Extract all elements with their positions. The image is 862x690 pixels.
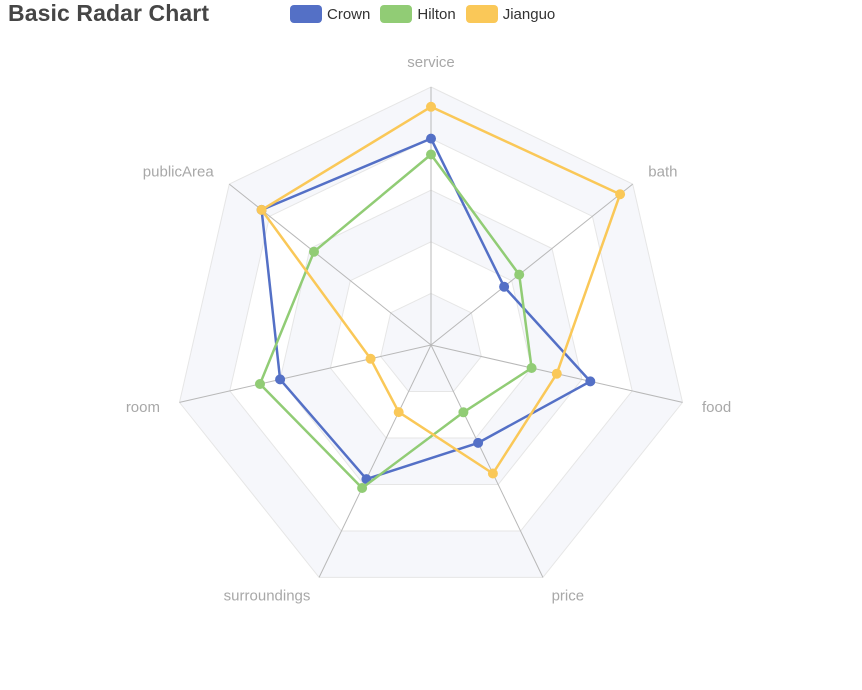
legend-swatch	[290, 5, 322, 23]
data-point-hilton-service[interactable]	[426, 149, 436, 160]
data-point-crown-service[interactable]	[426, 133, 436, 144]
data-point-crown-price[interactable]	[473, 437, 484, 448]
legend-label: Crown	[327, 5, 371, 23]
axis-label-service: service	[407, 54, 455, 71]
axis-label-surroundings: surroundings	[224, 588, 311, 605]
data-point-jianguo-price[interactable]	[487, 468, 498, 479]
series-line-jianguo	[260, 105, 622, 475]
data-point-jianguo-surroundings[interactable]	[393, 407, 404, 418]
legend-item-jianguo[interactable]: Jianguo	[465, 5, 556, 23]
data-point-hilton-food[interactable]	[526, 363, 537, 373]
series-line-hilton	[258, 153, 533, 490]
data-point-hilton-room[interactable]	[255, 379, 265, 389]
series-line-crown	[260, 137, 592, 481]
axis-label-bath: bath	[648, 164, 677, 181]
data-point-jianguo-room[interactable]	[365, 353, 376, 364]
data-point-crown-room[interactable]	[275, 374, 286, 385]
axis-label-food: food	[702, 399, 731, 416]
data-point-jianguo-food[interactable]	[551, 368, 562, 379]
series-hilton	[255, 149, 537, 493]
legend-item-crown[interactable]: Crown	[290, 5, 370, 23]
data-point-jianguo-publicArea[interactable]	[256, 204, 267, 215]
legend-swatch	[465, 5, 498, 23]
legend-label: Jianguo	[502, 5, 556, 23]
chart-title: Basic Radar Chart	[8, 0, 210, 26]
legend-swatch	[380, 5, 413, 23]
data-point-crown-bath[interactable]	[499, 281, 510, 292]
radar-axis-surroundings	[318, 344, 432, 578]
radar-axis-room	[179, 344, 432, 403]
legend-label: Hilton	[417, 5, 456, 23]
data-point-crown-food[interactable]	[585, 376, 596, 387]
axis-label-price: price	[552, 588, 585, 605]
radar-axis-price	[430, 344, 544, 578]
legend: Crown Hilton Jianguo	[290, 5, 565, 23]
radar-axis-bath	[430, 183, 634, 346]
axis-label-room: room	[126, 399, 160, 416]
data-point-hilton-surroundings[interactable]	[357, 483, 368, 493]
legend-item-hilton[interactable]: Hilton	[380, 5, 456, 23]
axis-label-publicArea: publicArea	[143, 164, 215, 181]
data-point-jianguo-bath[interactable]	[615, 189, 626, 200]
data-point-hilton-price[interactable]	[458, 407, 469, 418]
data-point-jianguo-service[interactable]	[426, 101, 436, 112]
data-point-hilton-bath[interactable]	[514, 269, 525, 280]
data-point-hilton-publicArea[interactable]	[309, 246, 319, 257]
series-jianguo	[256, 101, 626, 479]
series-layer	[255, 101, 626, 493]
axis-labels: service bath food price surroundings room publ…	[126, 54, 731, 605]
